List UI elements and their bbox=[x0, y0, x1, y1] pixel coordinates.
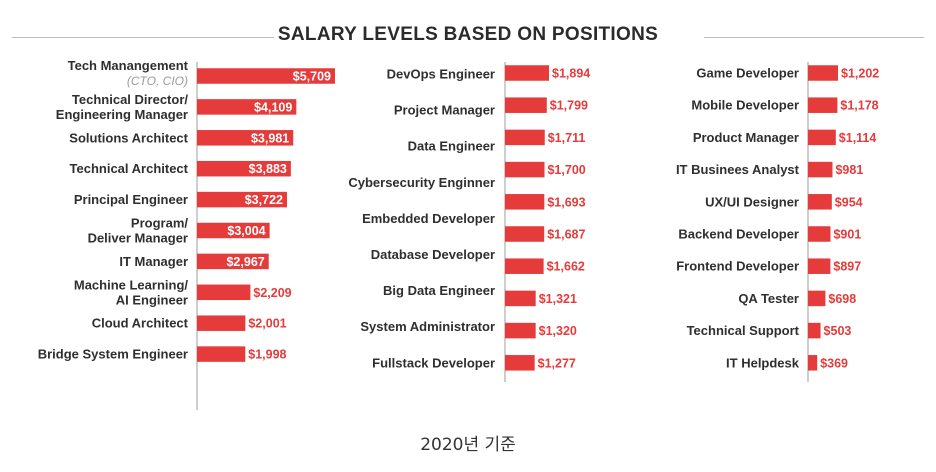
bar-3-6 bbox=[808, 226, 831, 242]
bar-1-5 bbox=[197, 191, 287, 208]
bar-3-5 bbox=[808, 194, 832, 210]
bar-3-4 bbox=[808, 161, 833, 178]
category-label-2-5: Embedded Developer bbox=[362, 211, 495, 226]
bar-value-label-1-7: $2,967 bbox=[226, 255, 264, 269]
bar-2-7 bbox=[505, 258, 544, 274]
bar-value-label-1-2: $4,109 bbox=[254, 100, 292, 114]
category-label-3-7: Frontend Developer bbox=[676, 259, 799, 274]
bar-3-3 bbox=[808, 129, 836, 146]
bar-2-9 bbox=[505, 322, 536, 339]
bar-2-5 bbox=[505, 194, 545, 210]
category-label-1-10: Bridge System Engineer bbox=[38, 347, 188, 362]
category-label-1-6: Program/ bbox=[131, 216, 188, 231]
bar-value-label-2-1: $1,894 bbox=[552, 67, 590, 81]
category-label-2-7: Big Data Engineer bbox=[383, 283, 495, 298]
bar-3-7 bbox=[808, 258, 831, 274]
category-label-3-10: IT Helpdesk bbox=[726, 355, 800, 370]
category-label-2-6: Database Developer bbox=[371, 247, 495, 262]
bar-1-9 bbox=[197, 315, 246, 331]
bar-1-10 bbox=[197, 346, 246, 362]
bar-2-2 bbox=[505, 97, 547, 113]
bar-1-2 bbox=[197, 99, 297, 115]
bar-value-label-2-6: $1,687 bbox=[547, 228, 585, 242]
bar-3-2 bbox=[808, 97, 838, 113]
bar-2-6 bbox=[505, 226, 545, 242]
bar-value-label-2-5: $1,693 bbox=[547, 195, 585, 209]
bar-value-label-1-5: $3,722 bbox=[245, 193, 283, 207]
bar-1-7 bbox=[197, 253, 269, 270]
category-label-2-2: Project Manager bbox=[394, 103, 495, 118]
category-label-3-6: Backend Developer bbox=[678, 227, 799, 242]
bar-2-1 bbox=[505, 65, 549, 81]
bar-2-3 bbox=[505, 129, 545, 146]
category-label-2-4: Cybersecurity Enginner bbox=[348, 175, 495, 190]
bar-value-label-2-2: $1,799 bbox=[550, 99, 588, 113]
bar-value-label-1-8: $2,209 bbox=[253, 286, 291, 300]
title-rule-right bbox=[704, 37, 924, 38]
category-label-3-9: Technical Support bbox=[687, 323, 800, 338]
bar-value-label-2-7: $1,662 bbox=[547, 260, 585, 274]
category-label-2-8: System Administrator bbox=[360, 319, 495, 334]
bar-value-label-1-6: $3,004 bbox=[227, 224, 265, 238]
category-label-1-5: Principal Engineer bbox=[74, 192, 188, 207]
bar-value-label-3-5: $954 bbox=[835, 195, 863, 209]
bar-2-8 bbox=[505, 290, 536, 307]
bar-value-label-2-3: $1,711 bbox=[548, 131, 586, 145]
bar-value-label-3-6: $901 bbox=[833, 228, 861, 242]
bar-1-8 bbox=[197, 284, 251, 301]
bar-value-label-3-9: $503 bbox=[824, 324, 852, 338]
category-label-1-9: Cloud Architect bbox=[92, 316, 189, 331]
category-label-2-3: Data Engineer bbox=[408, 139, 495, 154]
bar-value-label-1-3: $3,981 bbox=[251, 131, 289, 145]
category-label-1-7: IT Manager bbox=[119, 254, 188, 269]
bar-value-label-3-4: $981 bbox=[835, 163, 863, 177]
bar-2-10 bbox=[505, 355, 535, 371]
bar-1-4 bbox=[197, 160, 291, 177]
bar-value-label-1-9: $2,001 bbox=[248, 317, 286, 331]
bar-value-label-1-10: $1,998 bbox=[248, 348, 286, 362]
category-label-3-8: QA Tester bbox=[738, 291, 799, 306]
bar-value-label-2-10: $1,277 bbox=[538, 356, 576, 370]
category-label-1-1: Tech Manangement bbox=[68, 58, 189, 73]
bar-1-3 bbox=[197, 130, 294, 146]
category-label-2-9: Fullstack Developer bbox=[372, 355, 495, 370]
bar-1-6 bbox=[197, 222, 270, 239]
bar-3-10 bbox=[808, 355, 818, 371]
category-label-1-3: Solutions Architect bbox=[69, 130, 188, 145]
bar-3-9 bbox=[808, 322, 821, 339]
category-label-1-6: Deliver Manager bbox=[88, 231, 188, 246]
category-label-3-4: IT Businees Analyst bbox=[676, 162, 800, 177]
bar-value-label-2-4: $1,700 bbox=[547, 163, 585, 177]
category-label-1-8: AI Engineer bbox=[116, 292, 188, 307]
bar-value-label-1-4: $3,883 bbox=[249, 162, 287, 176]
bar-value-label-3-3: $1,114 bbox=[839, 131, 877, 145]
bar-3-8 bbox=[808, 290, 826, 307]
bar-value-label-3-8: $698 bbox=[828, 292, 856, 306]
category-label-2-1: DevOps Engineer bbox=[387, 67, 495, 82]
bar-1-1 bbox=[197, 68, 335, 84]
bar-value-label-3-1: $1,202 bbox=[841, 67, 879, 81]
category-label-3-2: Mobile Developer bbox=[691, 98, 799, 113]
bar-value-label-3-10: $369 bbox=[820, 356, 848, 370]
category-label-3-1: Game Developer bbox=[696, 66, 799, 81]
category-label-1-4: Technical Architect bbox=[70, 161, 189, 176]
category-label-1-2: Technical Director/ bbox=[72, 92, 188, 107]
bar-value-label-3-2: $1,178 bbox=[840, 99, 878, 113]
category-label-3-3: Product Manager bbox=[693, 130, 799, 145]
category-label-1-2: Engineering Manager bbox=[56, 107, 188, 122]
bar-value-label-3-7: $897 bbox=[833, 260, 861, 274]
bar-value-label-1-1: $5,709 bbox=[293, 70, 331, 84]
category-label-3-5: UX/UI Designer bbox=[705, 194, 799, 209]
chart-title: SALARY LEVELS BASED ON POSITIONS bbox=[277, 24, 659, 45]
title-rule-left bbox=[12, 37, 274, 38]
bar-3-1 bbox=[808, 65, 838, 81]
footnote: 2020년 기준 bbox=[420, 435, 516, 455]
bar-value-label-2-8: $1,321 bbox=[539, 292, 577, 306]
bar-2-4 bbox=[505, 161, 545, 178]
category-sublabel-1-1: (CTO, CIO) bbox=[127, 74, 188, 88]
bar-value-label-2-9: $1,320 bbox=[539, 324, 577, 338]
category-label-1-8: Machine Learning/ bbox=[74, 277, 189, 292]
